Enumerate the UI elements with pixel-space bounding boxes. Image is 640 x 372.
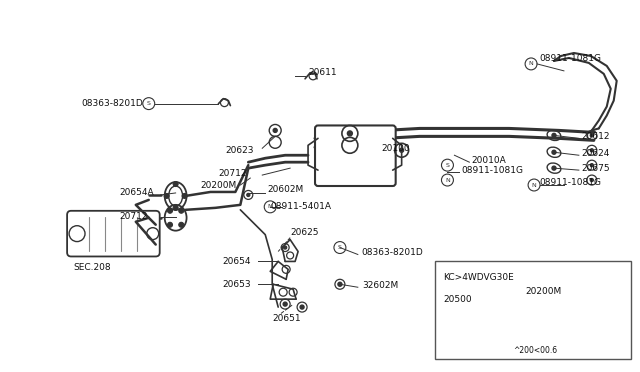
Text: 20624: 20624: [581, 149, 609, 158]
Text: N: N: [445, 177, 450, 183]
Circle shape: [173, 182, 178, 186]
Text: 20200M: 20200M: [525, 287, 561, 296]
Circle shape: [247, 193, 250, 196]
Circle shape: [284, 246, 287, 249]
Circle shape: [173, 205, 178, 210]
Circle shape: [552, 150, 556, 154]
Text: S: S: [445, 163, 449, 168]
Text: 20712: 20712: [119, 212, 147, 221]
Circle shape: [590, 164, 593, 167]
Circle shape: [168, 222, 173, 227]
Text: 20625: 20625: [290, 228, 319, 237]
Circle shape: [179, 222, 184, 227]
Circle shape: [399, 148, 404, 152]
Text: SEC.208: SEC.208: [73, 263, 111, 272]
Circle shape: [590, 179, 593, 182]
Text: 20100: 20100: [381, 144, 410, 153]
Circle shape: [179, 208, 184, 213]
Text: 08363-8201D: 08363-8201D: [362, 248, 424, 257]
Text: 08911-5401A: 08911-5401A: [270, 202, 332, 211]
Text: 20712: 20712: [218, 169, 247, 177]
Text: 20611: 20611: [308, 68, 337, 77]
Circle shape: [182, 193, 187, 198]
Text: 20200M: 20200M: [200, 180, 237, 189]
Circle shape: [348, 131, 353, 136]
Circle shape: [300, 305, 304, 309]
Circle shape: [552, 134, 556, 137]
Text: 20602M: 20602M: [268, 186, 303, 195]
Circle shape: [552, 166, 556, 170]
Text: ^200<00.6: ^200<00.6: [513, 346, 557, 355]
Text: 20623: 20623: [225, 146, 254, 155]
Text: 08911-1081G: 08911-1081G: [461, 166, 524, 174]
Text: 20675: 20675: [581, 164, 609, 173]
Text: N: N: [532, 183, 536, 187]
Text: 08911-1081G: 08911-1081G: [539, 177, 601, 186]
Circle shape: [273, 128, 277, 132]
Text: 32602M: 32602M: [362, 281, 398, 290]
Circle shape: [590, 134, 593, 137]
Text: 08911-1081G: 08911-1081G: [539, 54, 601, 64]
Text: 20612: 20612: [581, 132, 609, 141]
Circle shape: [164, 193, 169, 198]
Text: 20653: 20653: [223, 280, 251, 289]
Text: KC>4WDVG30E: KC>4WDVG30E: [444, 273, 514, 282]
Text: 20654A: 20654A: [119, 189, 154, 198]
Circle shape: [283, 302, 287, 306]
Text: 20654: 20654: [223, 257, 251, 266]
Text: 20651: 20651: [272, 314, 301, 324]
FancyBboxPatch shape: [67, 211, 160, 256]
Circle shape: [168, 208, 173, 213]
Text: 20500: 20500: [444, 295, 472, 304]
Text: 20010A: 20010A: [471, 156, 506, 165]
Text: S: S: [338, 245, 342, 250]
Circle shape: [338, 282, 342, 286]
Text: N: N: [529, 61, 534, 67]
Circle shape: [590, 149, 593, 152]
Bar: [435, 262, 630, 359]
Text: 08363-8201D: 08363-8201D: [81, 99, 143, 108]
Text: S: S: [147, 101, 150, 106]
Text: N: N: [268, 204, 273, 209]
FancyBboxPatch shape: [315, 125, 396, 186]
